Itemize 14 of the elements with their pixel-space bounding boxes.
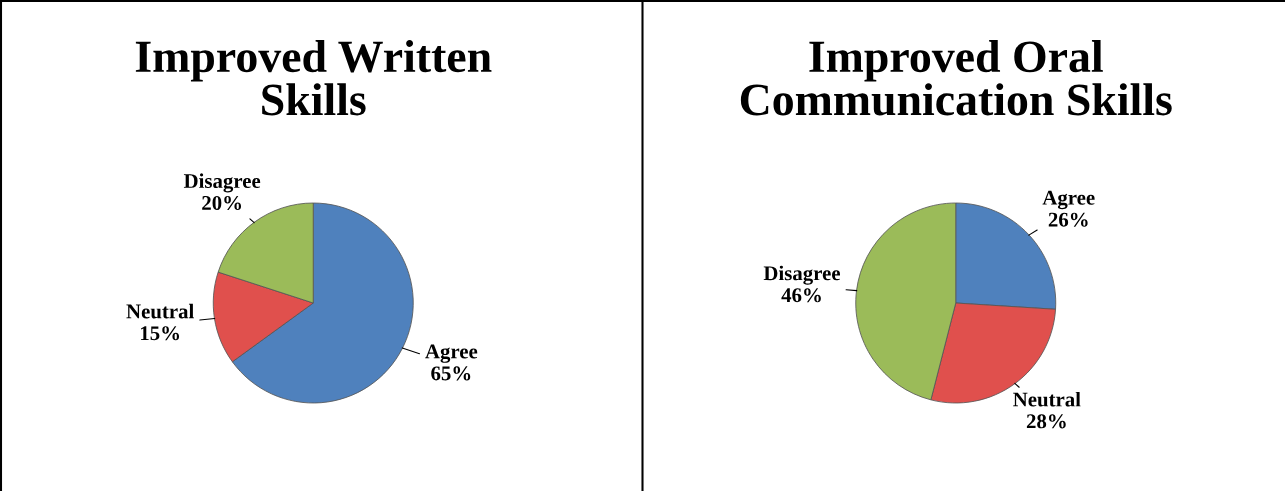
data-label: 20% [202, 195, 242, 211]
chart-title: Improved Oral Communication Skills [740, 40, 1172, 116]
data-label: 65% [431, 366, 471, 381]
slice-label: Disagree [763, 265, 841, 285]
slice-label: Agree [425, 344, 478, 363]
slice-label: Neutral [126, 303, 194, 319]
data-label: 15% [140, 326, 180, 341]
slice-label: Neutral [1013, 391, 1081, 407]
data-label: 26% [1048, 212, 1088, 227]
slice-label: Disagree [183, 173, 261, 193]
slice-label: Agree [1042, 190, 1095, 210]
chart-title: Improved Written Skills [135, 40, 492, 116]
data-label: 28% [1026, 414, 1066, 429]
data-label: 46% [781, 288, 821, 303]
